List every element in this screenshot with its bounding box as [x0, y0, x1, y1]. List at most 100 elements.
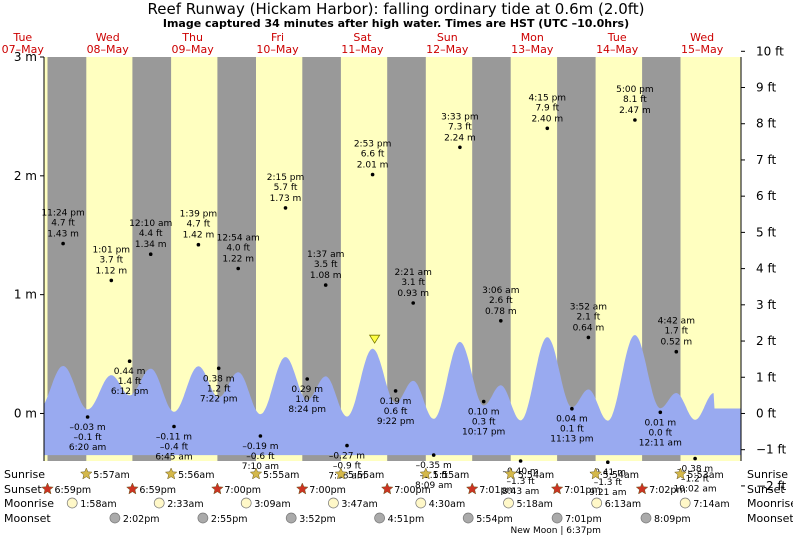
- moonrise-icon: [66, 497, 78, 509]
- extreme-time: 9:21 am: [589, 488, 626, 498]
- extreme-feet: 4.7 ft: [187, 220, 211, 230]
- sunrise-time: 5:55am: [348, 470, 384, 481]
- moonset-time: 2:02pm: [123, 514, 160, 525]
- extreme-dot: [518, 459, 523, 463]
- extreme-metres: 0.04 m: [556, 415, 588, 425]
- moonset-time: 8:09pm: [654, 514, 691, 525]
- sunrise-time: 5:57am: [93, 470, 129, 481]
- extreme-feet: 2.6 ft: [489, 296, 513, 306]
- sunset-icon: [126, 482, 139, 495]
- low-tide-label: 0.29 m1.0 ft8:24 pm: [288, 385, 326, 415]
- low-tide-label: 0.19 m0.6 ft9:22 pm: [377, 397, 415, 427]
- extreme-metres: 1.43 m: [47, 230, 79, 240]
- left-axis-metres: 0 m 1 m 2 m 3 m: [14, 50, 45, 461]
- row-label-right: Moonset: [747, 512, 793, 525]
- extreme-dot: [85, 415, 90, 419]
- sunrise-icon: [79, 467, 93, 480]
- day-label-date: 13–May: [511, 43, 554, 56]
- extreme-time: 12:11 am: [639, 438, 682, 448]
- extreme-metres: 1.08 m: [310, 271, 342, 281]
- extreme-time: 8:43 am: [502, 487, 539, 497]
- sunrise-icon: [334, 467, 348, 480]
- extreme-feet: –0.6 ft: [246, 452, 275, 462]
- extreme-metres: –0.38 m: [677, 465, 713, 475]
- high-tide-label: 4:42 am1.7 ft0.52 m: [658, 317, 695, 348]
- extreme-feet: –1.3 ft: [506, 477, 535, 487]
- moonrise-icon: [240, 497, 252, 509]
- moonrise-icon: [153, 497, 165, 509]
- extreme-feet: 4.4 ft: [139, 229, 163, 239]
- right-axis-tick-label: 9 ft: [756, 81, 776, 95]
- high-tide-label: 1:39 pm4.7 ft1.42 m: [180, 210, 218, 241]
- extreme-dot: [148, 252, 153, 256]
- extreme-time: 11:13 pm: [550, 435, 593, 445]
- moonset-time: 4:51pm: [388, 514, 425, 525]
- extreme-metres: 1.12 m: [95, 266, 127, 276]
- sunset-time: 7:02pm: [649, 485, 686, 496]
- extreme-dot: [458, 145, 462, 150]
- extreme-dot: [431, 453, 436, 457]
- extreme-time: 1:39 pm: [180, 210, 218, 220]
- right-axis-tick-label: −1 ft: [756, 443, 787, 457]
- chart-title: Reef Runway (Hickam Harbor): falling ord…: [148, 0, 645, 18]
- sunrise-icon: [589, 467, 602, 480]
- extreme-feet: 4.7 ft: [51, 219, 75, 229]
- moonrise-time: 2:33am: [167, 499, 203, 510]
- moonrise-icon: [679, 497, 691, 509]
- extreme-metres: 0.93 m: [397, 289, 429, 299]
- sunrise-time: 5:54am: [518, 470, 554, 481]
- row-label-right: Moonrise: [747, 497, 793, 510]
- right-axis-tick-label: 3 ft: [756, 298, 776, 312]
- day-label-date: 12–May: [426, 43, 469, 56]
- extreme-feet: 0.0 ft: [648, 428, 672, 438]
- extreme-dot: [283, 206, 288, 210]
- chart-subtitle: Image captured 34 minutes after high wat…: [163, 17, 629, 30]
- extreme-feet: 8.1 ft: [623, 95, 647, 105]
- extreme-metres: –0.40 m: [503, 467, 539, 477]
- sunrise-time: 5:53am: [687, 470, 723, 481]
- sunset-icon: [635, 482, 649, 495]
- extreme-dot: [216, 366, 221, 371]
- extreme-metres: 2.47 m: [619, 106, 651, 116]
- extreme-dot: [370, 172, 375, 177]
- extreme-feet: –0.4 ft: [160, 443, 189, 453]
- extreme-dot: [109, 278, 114, 283]
- extreme-metres: –0.35 m: [416, 461, 452, 471]
- high-tide-label: 3:06 am2.6 ft0.78 m: [482, 286, 519, 317]
- extreme-dot: [499, 319, 503, 323]
- extreme-time: 4:15 pm: [529, 93, 567, 103]
- row-label-left: Sunrise: [4, 468, 45, 481]
- extreme-time: 7:10 am: [242, 462, 279, 472]
- extreme-dot: [323, 283, 328, 287]
- extreme-time: 3:52 am: [570, 302, 607, 312]
- extreme-dot: [305, 377, 310, 381]
- high-tide-label: 2:21 am3.1 ft0.93 m: [395, 268, 432, 299]
- extreme-metres: 0.10 m: [468, 408, 500, 418]
- sunset-icon: [295, 482, 309, 495]
- extreme-metres: 2.01 m: [357, 161, 389, 171]
- extreme-dot: [345, 443, 349, 448]
- left-axis-tick-label: 0 m: [14, 406, 37, 420]
- extreme-dot: [196, 242, 201, 247]
- sunset-icon: [41, 482, 54, 495]
- extreme-dot: [61, 241, 65, 246]
- extreme-time: 10:17 pm: [462, 428, 505, 438]
- extreme-time: 11:24 pm: [41, 209, 84, 219]
- moonset-time: 3:52pm: [299, 514, 336, 525]
- extreme-time: 9:22 pm: [377, 417, 415, 427]
- extreme-metres: –0.11 m: [156, 433, 192, 443]
- extreme-time: 2:53 pm: [354, 140, 392, 150]
- right-axis-tick-label: −2 ft: [756, 479, 787, 493]
- moonset-time: 7:01pm: [565, 514, 602, 525]
- right-axis-tick-label: 2 ft: [756, 334, 776, 348]
- extreme-dot: [127, 359, 132, 364]
- moonrise-icon: [591, 497, 603, 509]
- sunset-icon: [550, 482, 564, 495]
- moonset-icon: [285, 512, 297, 524]
- sunset-time: 7:01pm: [564, 485, 601, 496]
- sunset-icon: [211, 482, 224, 495]
- extreme-time: 8:24 pm: [288, 405, 326, 415]
- sunrise-time: 5:54am: [603, 470, 639, 481]
- day-label-dow: Sun: [437, 31, 458, 44]
